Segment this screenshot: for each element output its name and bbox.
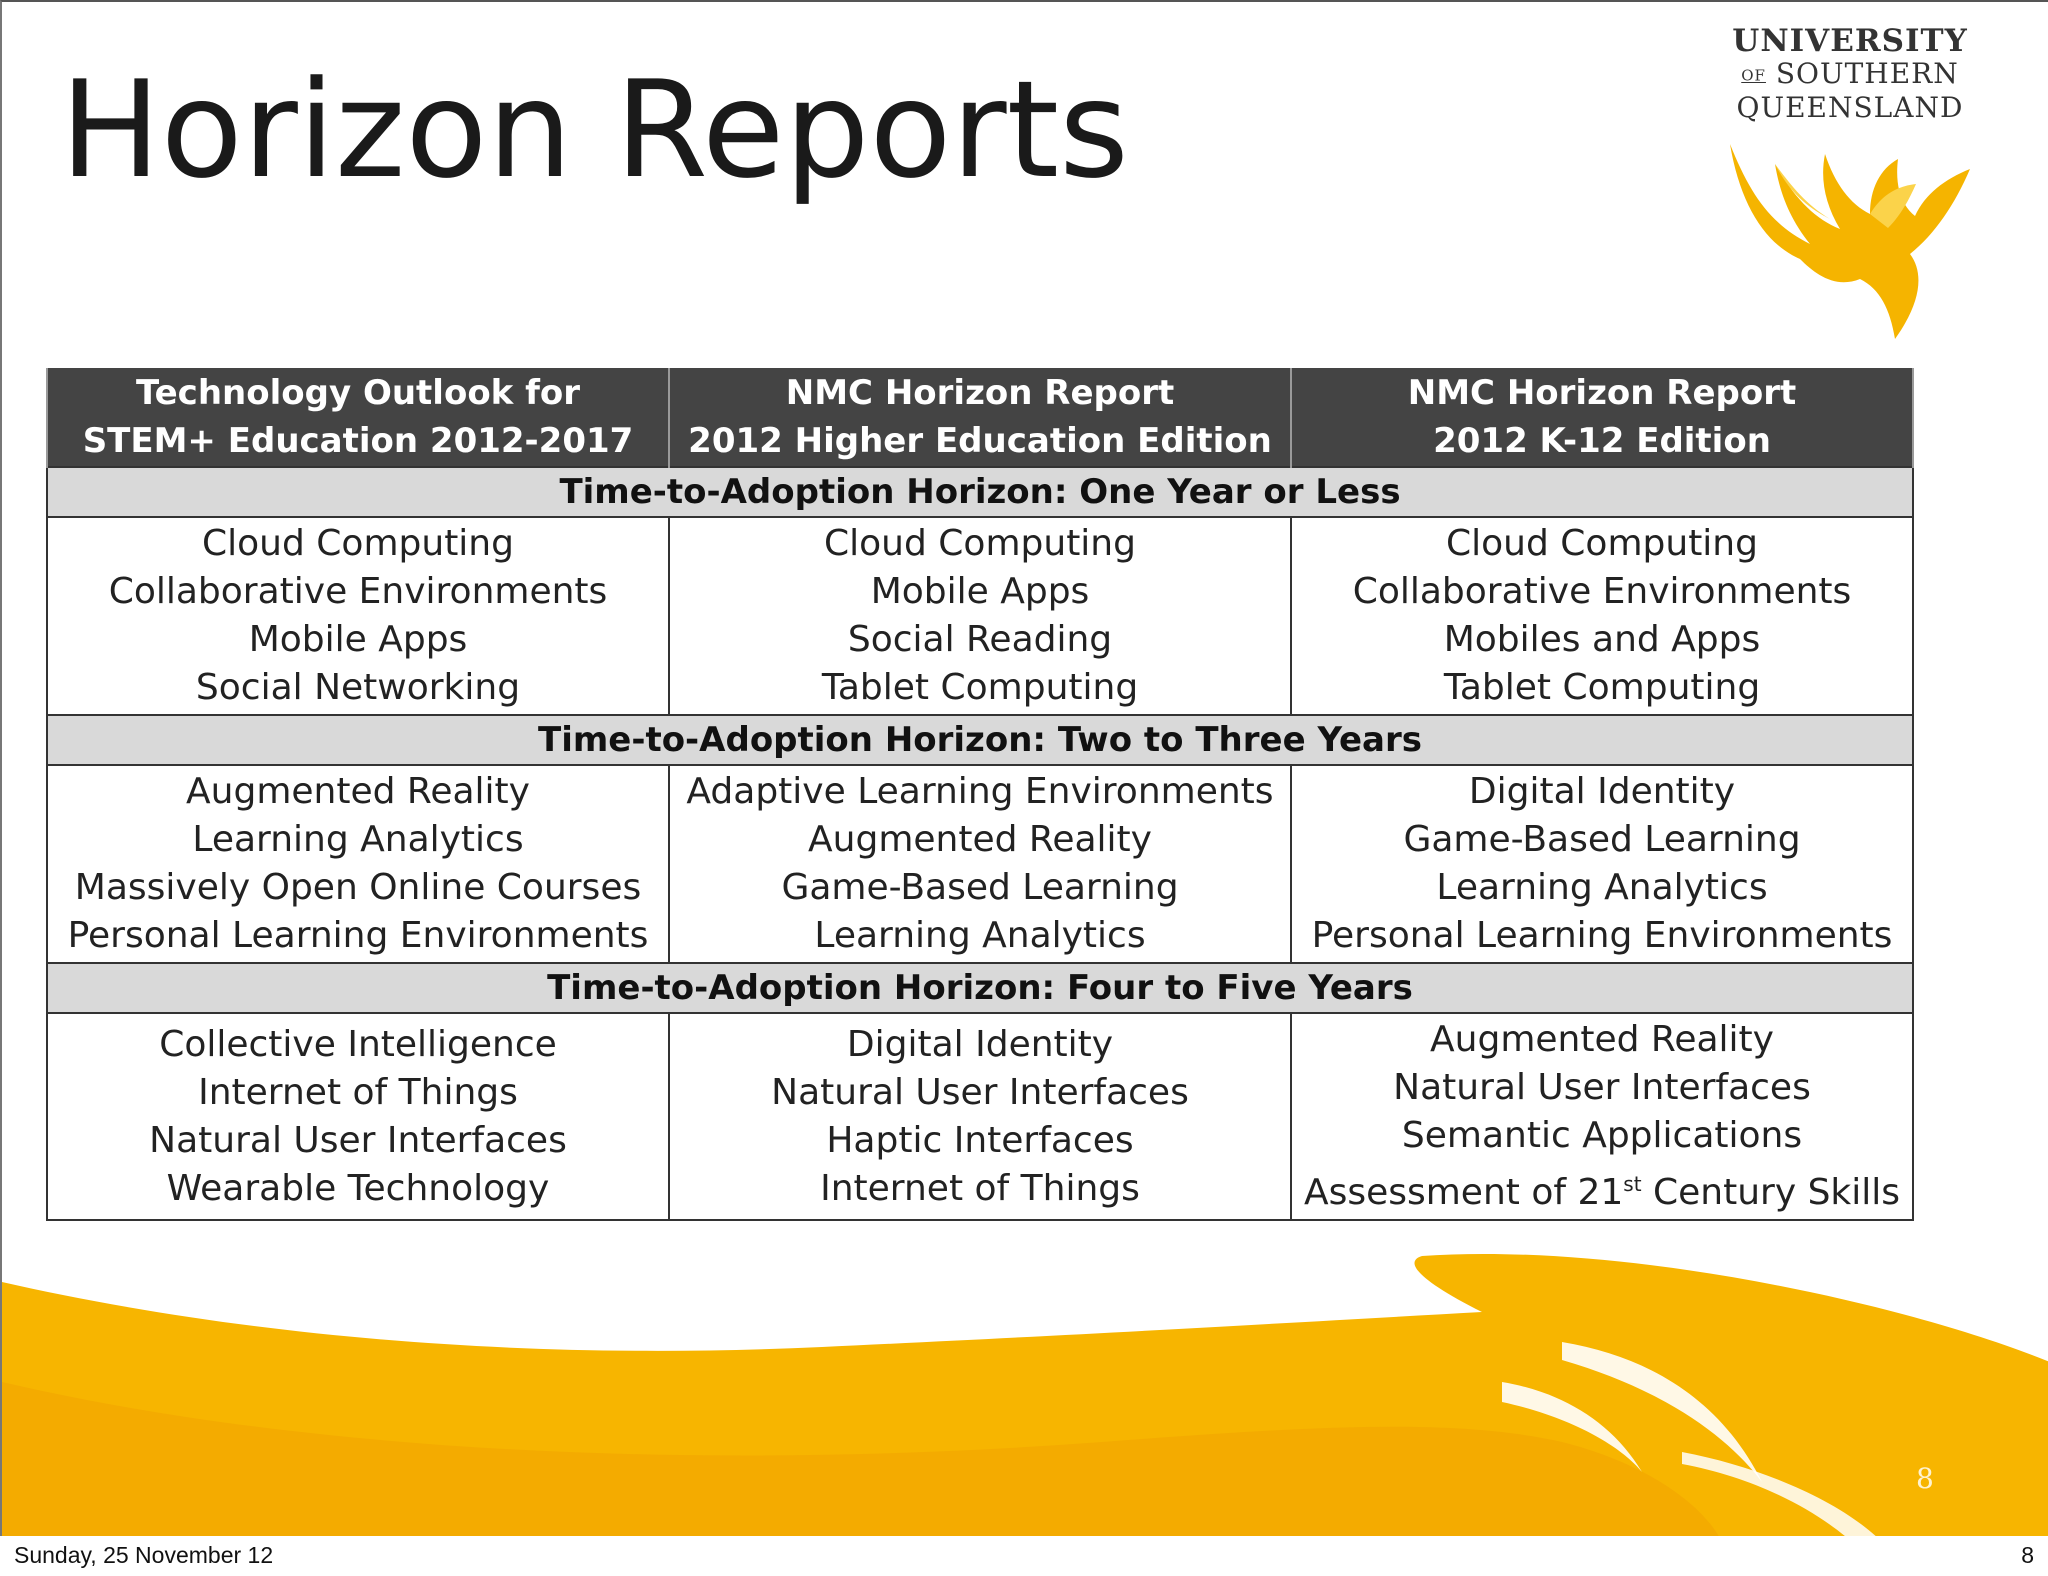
technology-item: Semantic Applications: [1401, 1115, 1803, 1156]
column-header: NMC Horizon Report 2012 Higher Education …: [668, 368, 1292, 467]
column-header-line: 2012 K-12 Edition: [1433, 421, 1771, 461]
technology-item: Natural User Interfaces: [1393, 1067, 1811, 1108]
technology-item: Learning Analytics: [192, 819, 524, 860]
technology-item: Assessment of 21st Century Skills: [1296, 1160, 1908, 1217]
technology-item: Personal Learning Environments: [67, 915, 649, 956]
footer-date: Sunday, 25 November 12: [14, 1542, 274, 1568]
technology-item: Mobile Apps: [870, 571, 1090, 612]
logo-line-university: UNIVERSITY: [1732, 23, 1968, 59]
column-header-line: 2012 Higher Education Edition: [688, 421, 1272, 461]
table-row: Cloud Computing Collaborative Environmen…: [46, 516, 1914, 716]
table-row: Augmented Reality Learning Analytics Mas…: [46, 764, 1914, 964]
column-header: NMC Horizon Report 2012 K-12 Edition: [1290, 368, 1914, 467]
technology-item: Tablet Computing: [821, 667, 1139, 708]
technology-item: Mobile Apps: [248, 619, 468, 660]
technology-item: Cloud Computing: [1446, 523, 1758, 564]
technology-item: Wearable Technology: [166, 1167, 550, 1209]
technology-item: Mobiles and Apps: [1443, 619, 1761, 660]
university-logo: UNIVERSITY OF SOUTHERN QUEENSLAND: [1720, 24, 1980, 339]
logo-line-queensland: QUEENSLAND: [1736, 90, 1964, 124]
column-header-line: NMC Horizon Report: [1407, 373, 1797, 413]
horizon-band-label: Time-to-Adoption Horizon: One Year or Le…: [46, 466, 1914, 518]
table-row: Collective Intelligence Internet of Thin…: [46, 1012, 1914, 1221]
logo-line-southern: OF SOUTHERN: [1720, 58, 1980, 92]
technology-item: Digital Identity: [1468, 771, 1736, 812]
table-cell: Adaptive Learning Environments Augmented…: [668, 764, 1292, 964]
ordinal-superscript: st: [1623, 1172, 1642, 1196]
slide-number: 8: [1916, 1462, 1934, 1495]
technology-item: Augmented Reality: [1430, 1019, 1774, 1060]
table-cell: Augmented Reality Natural User Interface…: [1290, 1012, 1914, 1221]
technology-item: Digital Identity: [846, 1023, 1114, 1065]
table-cell: Cloud Computing Collaborative Environmen…: [1290, 516, 1914, 716]
technology-item: Cloud Computing: [824, 523, 1136, 564]
technology-item: Adaptive Learning Environments: [686, 771, 1274, 812]
technology-item: Haptic Interfaces: [826, 1119, 1134, 1161]
technology-item: Augmented Reality: [186, 771, 530, 812]
technology-item: Collective Intelligence: [159, 1023, 557, 1065]
horizon-band-row: Time-to-Adoption Horizon: Two to Three Y…: [46, 714, 1914, 766]
technology-item: Internet of Things: [820, 1167, 1140, 1209]
phoenix-icon: [1730, 144, 1970, 339]
logo-southern: SOUTHERN: [1775, 57, 1959, 90]
column-header-line: Technology Outlook for: [135, 373, 581, 413]
technology-item: Learning Analytics: [814, 915, 1146, 956]
table-cell: Cloud Computing Mobile Apps Social Readi…: [668, 516, 1292, 716]
column-header: Technology Outlook for STEM+ Education 20…: [46, 368, 670, 467]
horizon-band-label: Time-to-Adoption Horizon: Four to Five Y…: [46, 962, 1914, 1014]
table-cell: Collective Intelligence Internet of Thin…: [46, 1012, 670, 1221]
technology-item: Social Reading: [847, 619, 1113, 660]
technology-item: Massively Open Online Courses: [74, 867, 642, 908]
logo-of: OF: [1741, 66, 1766, 85]
technology-item: Learning Analytics: [1436, 867, 1768, 908]
technology-item: Internet of Things: [198, 1071, 518, 1113]
horizon-band-row: Time-to-Adoption Horizon: Four to Five Y…: [46, 962, 1914, 1014]
logo-wordmark: UNIVERSITY OF SOUTHERN QUEENSLAND: [1720, 24, 1980, 124]
horizon-table: Technology Outlook for STEM+ Education 20…: [46, 368, 1914, 1221]
technology-item: Personal Learning Environments: [1311, 915, 1893, 956]
footer-page-number: 8: [2021, 1542, 2034, 1568]
item-text: Assessment of 21: [1303, 1172, 1624, 1213]
table-cell: Augmented Reality Learning Analytics Mas…: [46, 764, 670, 964]
swoosh-graphic: [2, 1253, 2048, 1536]
technology-item: Game-Based Learning: [1403, 819, 1801, 860]
horizon-band-label: Time-to-Adoption Horizon: Two to Three Y…: [46, 714, 1914, 766]
slide-title: Horizon Reports: [60, 52, 1129, 208]
table-cell: Cloud Computing Collaborative Environmen…: [46, 516, 670, 716]
technology-item: Augmented Reality: [808, 819, 1152, 860]
column-header-line: STEM+ Education 2012-2017: [82, 421, 634, 461]
technology-item: Cloud Computing: [202, 523, 514, 564]
technology-item: Natural User Interfaces: [771, 1071, 1189, 1113]
technology-item: Social Networking: [195, 667, 521, 708]
technology-item: Game-Based Learning: [781, 867, 1179, 908]
table-header-row: Technology Outlook for STEM+ Education 20…: [46, 368, 1914, 467]
horizon-band-row: Time-to-Adoption Horizon: One Year or Le…: [46, 466, 1914, 518]
table-cell: Digital Identity Natural User Interfaces…: [668, 1012, 1292, 1221]
column-header-line: NMC Horizon Report: [785, 373, 1175, 413]
technology-item: Tablet Computing: [1443, 667, 1761, 708]
technology-item: Collaborative Environments: [108, 571, 608, 612]
table-cell: Digital Identity Game-Based Learning Lea…: [1290, 764, 1914, 964]
slide: Horizon Reports UNIVERSITY OF SOUTHERN Q…: [0, 0, 2048, 1536]
item-text: Century Skills: [1641, 1172, 1901, 1213]
technology-item: Natural User Interfaces: [149, 1119, 567, 1161]
technology-item: Collaborative Environments: [1352, 571, 1852, 612]
